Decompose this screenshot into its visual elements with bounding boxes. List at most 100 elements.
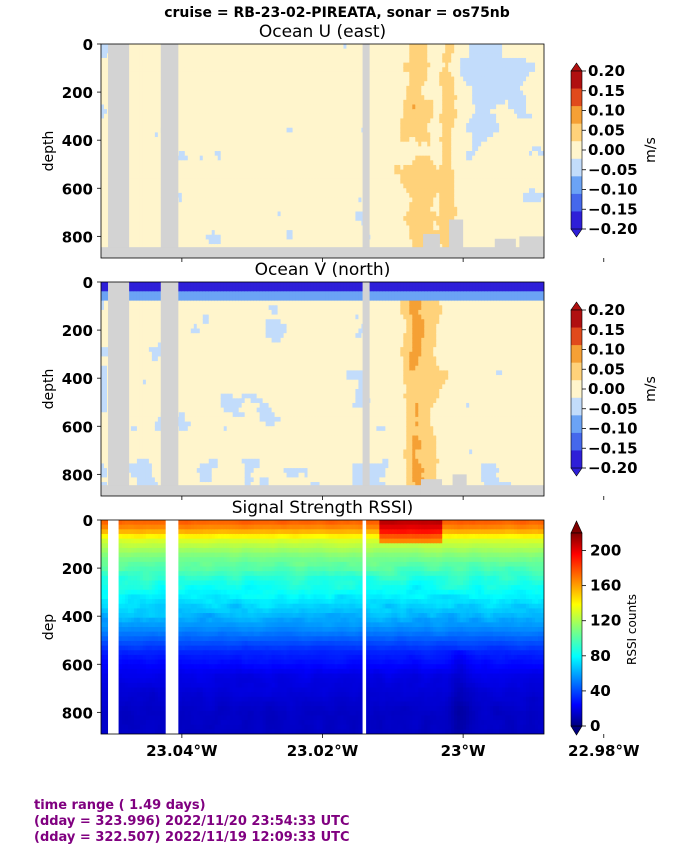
- data-cell: [223, 127, 228, 133]
- data-cell: [307, 174, 312, 180]
- data-cell: [370, 118, 374, 124]
- data-cell: [262, 118, 267, 124]
- data-cell: [286, 137, 291, 143]
- data-cell: [208, 81, 213, 87]
- data-cell: [250, 71, 255, 78]
- data-cell: [202, 164, 207, 171]
- data-cell: [310, 62, 315, 68]
- data-cell: [238, 174, 243, 180]
- data-cell: [292, 234, 297, 240]
- data-cell: [391, 90, 395, 96]
- data-cell: [208, 164, 213, 171]
- data-cell: [259, 104, 264, 110]
- data-cell: [409, 44, 413, 50]
- data-cell: [277, 123, 282, 129]
- data-cell: [241, 137, 246, 143]
- data-cell: [388, 67, 392, 73]
- data-cell: [382, 104, 386, 110]
- data-cell: [127, 90, 132, 96]
- data-cell: [289, 99, 294, 106]
- data-cell: [262, 104, 267, 110]
- data-cell: [322, 123, 327, 129]
- data-cell: [310, 216, 315, 222]
- data-cell: [292, 76, 297, 82]
- data-cell: [286, 53, 291, 59]
- data-cell: [148, 132, 153, 138]
- data-cell: [211, 76, 216, 82]
- data-cell: [250, 239, 255, 245]
- data-cell: [211, 183, 216, 189]
- data-cell: [325, 118, 330, 124]
- data-cell: [400, 211, 404, 217]
- data-cell: [229, 202, 234, 208]
- data-cell: [424, 67, 428, 73]
- data-cell: [262, 178, 267, 185]
- data-cell: [325, 113, 330, 120]
- data-cell: [241, 81, 246, 87]
- data-cell: [223, 137, 228, 143]
- data-cell: [229, 169, 234, 175]
- data-cell: [391, 220, 395, 227]
- data-cell: [250, 109, 255, 115]
- data-cell: [415, 155, 419, 161]
- data-cell: [394, 230, 398, 236]
- data-cell: [136, 132, 141, 138]
- data-cell: [220, 48, 225, 54]
- data-cell: [256, 132, 261, 138]
- data-cell: [262, 183, 267, 189]
- data-cell: [205, 90, 210, 96]
- data-cell: [223, 202, 228, 208]
- data-cell: [289, 104, 294, 110]
- data-cell: [133, 160, 138, 166]
- data-cell: [262, 206, 267, 213]
- data-cell: [238, 53, 243, 59]
- data-cell: [250, 197, 255, 203]
- data-cell: [244, 71, 249, 78]
- data-cell: [268, 211, 273, 217]
- data-cell: [130, 239, 135, 245]
- data-cell: [331, 178, 336, 185]
- data-cell: [355, 211, 360, 217]
- data-cell: [130, 99, 135, 106]
- data-cell: [376, 183, 380, 189]
- data-cell: [154, 230, 159, 236]
- data-cell: [154, 48, 159, 54]
- data-cell: [223, 57, 228, 64]
- data-cell: [370, 109, 374, 115]
- data-cell: [352, 220, 357, 227]
- data-cell: [331, 188, 336, 194]
- data-cell: [250, 137, 255, 143]
- data-cell: [379, 67, 383, 73]
- data-cell: [415, 137, 419, 143]
- data-cell: [298, 197, 303, 203]
- data-cell: [223, 76, 228, 82]
- data-cell: [385, 164, 389, 171]
- data-cell: [187, 118, 192, 124]
- data-cell: [178, 57, 183, 64]
- data-cell: [373, 155, 377, 161]
- data-cell: [184, 132, 189, 138]
- data-cell: [127, 67, 132, 73]
- data-cell: [331, 104, 336, 110]
- data-cell: [349, 164, 354, 171]
- data-cell: [397, 44, 401, 50]
- data-cell: [418, 230, 422, 236]
- data-cell: [385, 85, 389, 92]
- data-cell: [133, 113, 138, 120]
- data-cell: [310, 118, 315, 124]
- data-cell: [151, 57, 156, 64]
- data-cell: [244, 99, 249, 106]
- data-cell: [208, 206, 213, 213]
- data-cell: [103, 137, 108, 143]
- data-cell: [412, 174, 416, 180]
- data-cell: [400, 239, 404, 245]
- data-cell: [262, 109, 267, 115]
- data-cell: [382, 95, 386, 101]
- data-cell: [220, 62, 225, 68]
- data-cell: [256, 81, 261, 87]
- data-cell: [403, 146, 407, 152]
- data-cell: [340, 123, 345, 129]
- data-cell: [313, 57, 318, 64]
- data-cell: [319, 197, 324, 203]
- data-cell: [412, 230, 416, 236]
